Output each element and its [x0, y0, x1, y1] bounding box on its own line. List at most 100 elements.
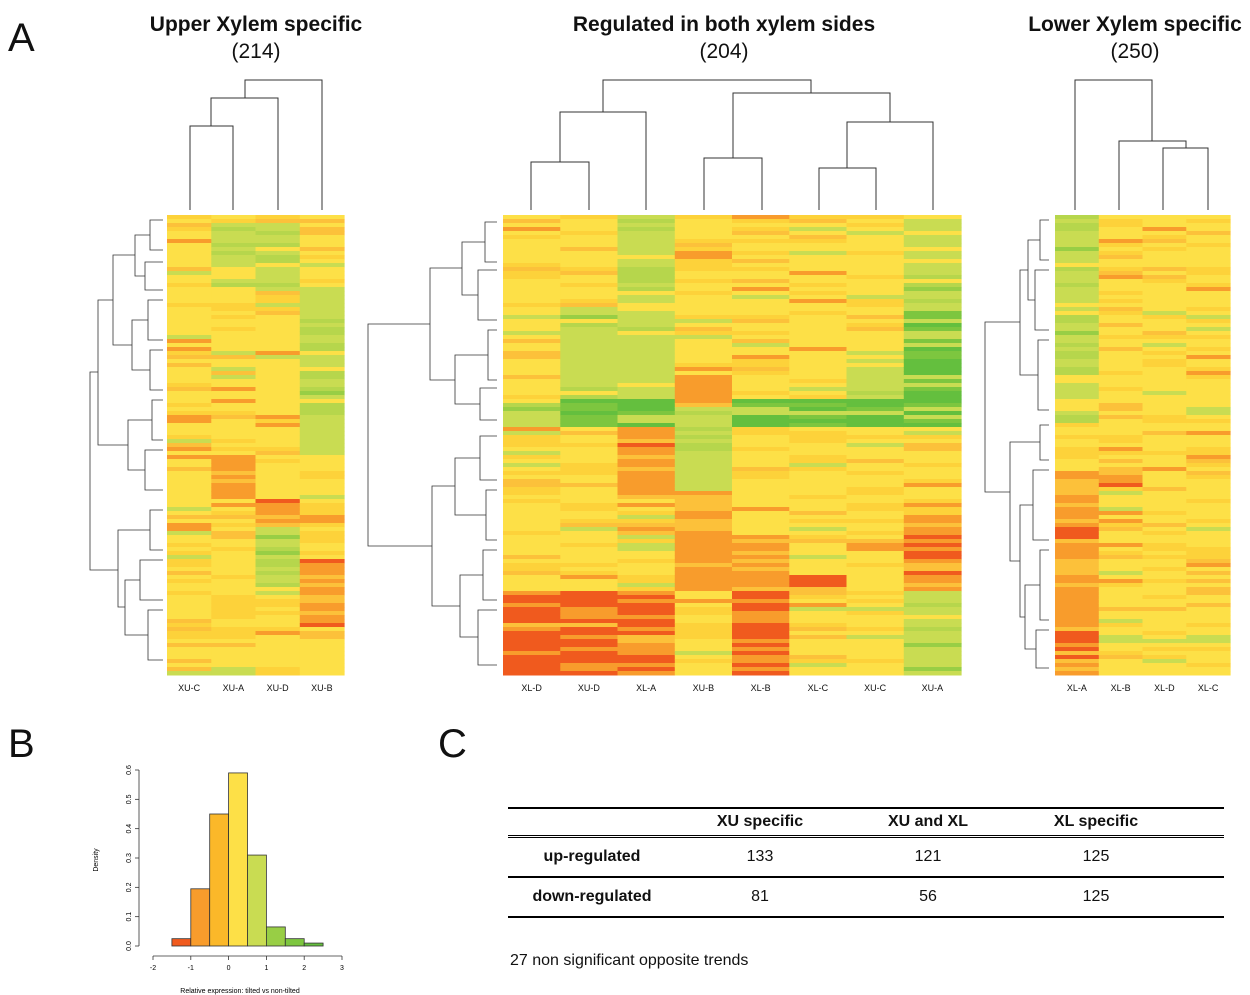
heatmap-cell	[299, 215, 345, 220]
heatmap-cell	[299, 223, 345, 228]
heatmap-cell	[674, 399, 733, 404]
heatmap-cell	[789, 299, 848, 304]
heatmap-cell	[167, 527, 212, 532]
heatmap-cell	[732, 279, 790, 284]
heatmap-cell	[167, 567, 212, 572]
heatmap-cell	[789, 343, 848, 348]
heatmap-cell	[255, 507, 301, 512]
heatmap-cell	[560, 419, 619, 424]
heatmap-cell	[299, 647, 345, 652]
heatmap-cell	[674, 291, 733, 296]
heatmap-cell	[503, 387, 561, 392]
heatmap-cell	[846, 491, 905, 496]
heatmap-cell	[503, 559, 561, 564]
heatmap-cell	[617, 347, 676, 352]
heatmap-cell	[617, 643, 676, 648]
heatmap-cell	[846, 651, 905, 656]
heatmap-cell	[560, 379, 619, 384]
heatmap-cell	[617, 391, 676, 396]
heatmap-cell	[617, 371, 676, 376]
heatmap-cell	[560, 539, 619, 544]
heatmap-cell	[167, 215, 212, 220]
heatmap-cell	[674, 615, 733, 620]
heatmap-cell	[846, 511, 905, 516]
heatmap-column-label: XU-C	[178, 683, 201, 693]
heatmap-cell	[1098, 455, 1144, 460]
heatmap-cell	[1186, 559, 1231, 564]
heatmap-cell	[1098, 603, 1144, 608]
heatmap-cell	[211, 503, 257, 508]
heatmap-cell	[789, 643, 848, 648]
heatmap-cell	[846, 287, 905, 292]
heatmap-cell	[617, 503, 676, 508]
heatmap-cell	[617, 483, 676, 488]
heatmap-cell	[503, 667, 561, 672]
heatmap-cell	[167, 663, 212, 668]
heatmap-cell	[211, 223, 257, 228]
heatmap-cell	[1055, 607, 1100, 612]
heatmap-cell	[211, 615, 257, 620]
heatmap-cell	[211, 475, 257, 480]
heatmap-cell	[1055, 459, 1100, 464]
heatmap-cell	[1098, 431, 1144, 436]
heatmap-cell	[211, 315, 257, 320]
heatmap-cell	[732, 343, 790, 348]
heatmap-cell	[789, 639, 848, 644]
heatmap-cell	[299, 267, 345, 272]
heatmap-cell	[1186, 631, 1231, 636]
heatmap-cell	[617, 407, 676, 412]
heatmap-cell	[1142, 551, 1187, 556]
heatmap-cell	[903, 231, 962, 236]
heatmap-cell	[255, 299, 301, 304]
heatmap-cell	[1098, 623, 1144, 628]
heatmap-cell	[255, 227, 301, 232]
heatmap-cell	[1098, 547, 1144, 552]
heatmap-cell	[674, 251, 733, 256]
heatmap-cell	[299, 559, 345, 564]
heatmap-cell	[299, 487, 345, 492]
heatmap-cell	[503, 307, 561, 312]
heatmap-cell	[503, 323, 561, 328]
x-tick-label: 2	[302, 965, 306, 972]
heatmap-cell	[1186, 255, 1231, 260]
heatmap-cell	[1142, 571, 1187, 576]
heatmap-cell	[789, 559, 848, 564]
heatmap-cell	[255, 667, 301, 672]
heatmap-cell	[1142, 667, 1187, 672]
heatmap-cell	[299, 503, 345, 508]
heatmap-cell	[299, 471, 345, 476]
heatmap-cell	[560, 567, 619, 572]
heatmap-cell	[1098, 519, 1144, 524]
heatmap-cell	[503, 219, 561, 224]
heatmap-cell	[789, 335, 848, 340]
heatmap-cell	[617, 239, 676, 244]
heatmap-cell	[299, 271, 345, 276]
heatmap-cell	[503, 335, 561, 340]
heatmap-column-label: XL-C	[1197, 683, 1219, 693]
heatmap-cell	[617, 443, 676, 448]
heatmap-cell	[732, 251, 790, 256]
heatmap-cell	[732, 287, 790, 292]
heatmap-cell	[1142, 419, 1187, 424]
heatmap-cell	[846, 459, 905, 464]
heatmap-cell	[1055, 343, 1100, 348]
heatmap-cell	[299, 571, 345, 576]
heatmap-cell	[674, 647, 733, 652]
heatmap-cell	[732, 595, 790, 600]
heatmap-cell	[617, 579, 676, 584]
heatmap-cell	[1098, 659, 1144, 664]
heatmap-cell	[560, 403, 619, 408]
heatmap-cell	[1098, 631, 1144, 636]
heatmap-cell	[732, 323, 790, 328]
heatmap-cell	[732, 583, 790, 588]
heatmap-cell	[1055, 387, 1100, 392]
heatmap-1-cells	[167, 215, 345, 676]
heatmap-cell	[789, 535, 848, 540]
heatmap-cell	[255, 331, 301, 336]
heatmap-cell	[732, 327, 790, 332]
heatmap-cell	[211, 219, 257, 224]
heatmap-cell	[1142, 367, 1187, 372]
heatmap-cell	[560, 259, 619, 264]
heatmap-cell	[503, 351, 561, 356]
heatmap-cell	[903, 607, 962, 612]
